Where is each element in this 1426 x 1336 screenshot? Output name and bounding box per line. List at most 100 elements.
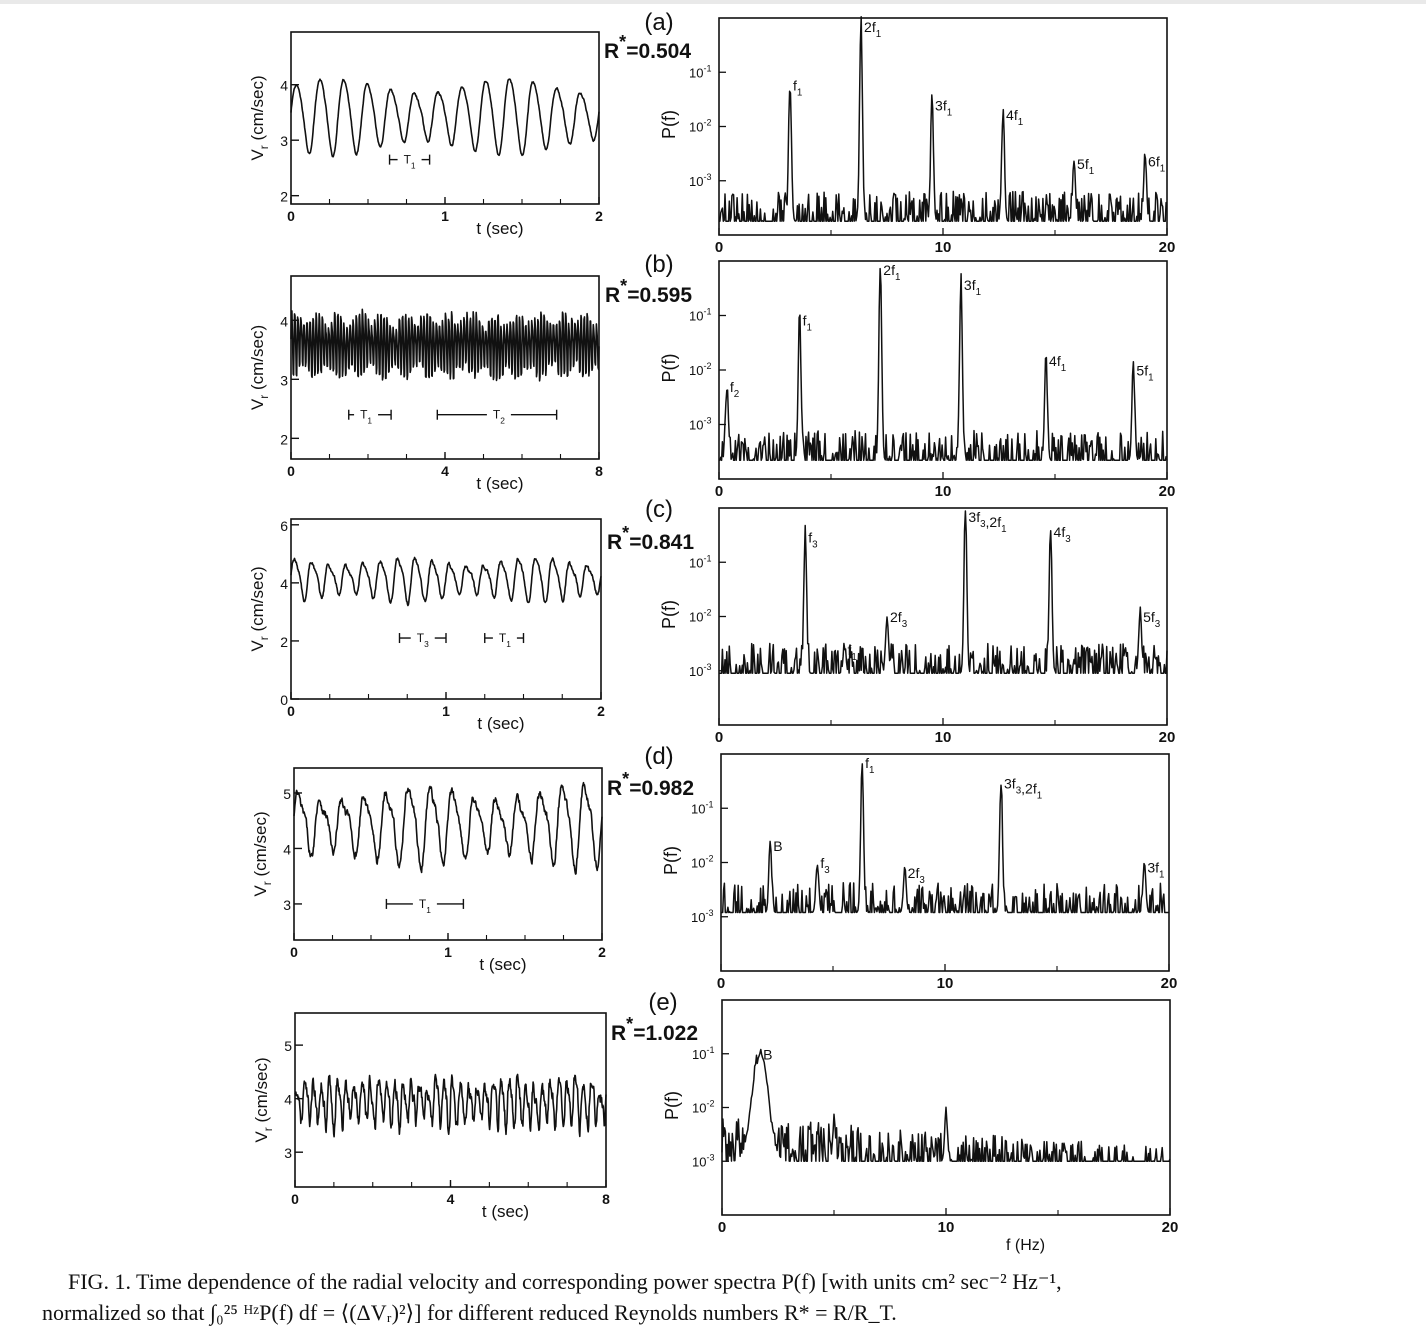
x-axis-label: t (sec) xyxy=(476,474,523,493)
plot-frame xyxy=(290,518,602,700)
caption-line-2: normalized so that ∫₀²⁵ ᴴᶻP(f) df = ⟨(ΔV… xyxy=(42,1300,897,1325)
y-axis-label: Vr (cm/sec) xyxy=(248,325,271,410)
peak-label-2f1: 2f1 xyxy=(864,19,881,40)
peak-label-3f32f1: 3f3,2f1 xyxy=(968,509,1006,535)
reynolds-label-0: R*=0.504 xyxy=(604,32,691,63)
x-tick-label: 8 xyxy=(602,1191,610,1207)
y-axis-label: P(f) xyxy=(662,1091,682,1120)
y-tick-label: 10-3 xyxy=(689,416,711,433)
reynolds-label-3: R*=0.982 xyxy=(607,769,694,800)
x-tick-label: 10 xyxy=(935,483,952,500)
x-tick-label: 10 xyxy=(935,239,952,256)
velocity-trace xyxy=(290,78,600,158)
spectrum-plot-3: 10-1 10-2 10-3 0 10 20 P(f) Bf3 f1 2f3 3f3,2f1 3f1 xyxy=(661,753,1177,992)
spectrum-plot-4: 10-1 10-2 10-3 0 10 20 P(f) f (Hz) B xyxy=(662,999,1178,1254)
power-spectrum-trace xyxy=(719,267,1168,462)
peak-label-3f32f1: 3f3,2f1 xyxy=(1004,776,1042,802)
y-axis-label: P(f) xyxy=(661,846,681,875)
time-series-plot-2: 0 2 4 6 0 1 2 t (sec) Vr (cm/sec) T3 T1 xyxy=(248,518,605,733)
peak-label-f1: f1 xyxy=(803,313,812,334)
reynolds-label-2: R*=0.841 xyxy=(607,523,694,554)
peak-label-4f1: 4f1 xyxy=(1049,353,1066,374)
y-tick-label: 10-3 xyxy=(691,908,713,925)
power-spectrum-trace xyxy=(721,763,1169,914)
x-tick-label: 20 xyxy=(1159,729,1176,746)
power-spectrum-trace xyxy=(721,1048,1171,1163)
peak-label-f1: f1 xyxy=(865,755,874,776)
x-tick-label: 0 xyxy=(715,729,723,746)
x-tick-label: 10 xyxy=(938,1219,955,1236)
panel-letter-0: (a) xyxy=(644,9,673,36)
period-label: T2 xyxy=(493,408,505,426)
y-tick-label: 10-3 xyxy=(692,1152,714,1169)
x-tick-label: 0 xyxy=(287,208,295,224)
y-axis-label: Vr (cm/sec) xyxy=(248,75,271,160)
velocity-trace xyxy=(294,1073,607,1138)
period-label: T1 xyxy=(360,408,372,426)
y-tick-label: 3 xyxy=(284,1145,292,1161)
x-tick-label: 8 xyxy=(595,463,603,479)
y-tick-label: 0 xyxy=(280,692,288,708)
y-axis-label: P(f) xyxy=(659,110,679,139)
y-tick-label: 10-3 xyxy=(689,662,711,679)
y-axis-label: Vr (cm/sec) xyxy=(251,811,274,896)
x-tick-label: 0 xyxy=(287,463,295,479)
y-tick-label: 2 xyxy=(280,431,288,447)
peak-label-f1: f1 xyxy=(847,642,856,663)
panel-letter-4: (e) xyxy=(648,989,677,1016)
period-label: T3 xyxy=(417,631,429,649)
y-tick-label: 3 xyxy=(280,133,288,149)
plot-frame xyxy=(718,507,1168,726)
spectrum-plot-2: 10-1 10-2 10-3 0 10 20 P(f) f3 f1 2f3 3f3,2f1 4f3 5f… xyxy=(659,507,1176,746)
panel-letter-2: (c) xyxy=(645,496,673,523)
x-tick-label: 2 xyxy=(597,703,605,719)
x-tick-label: 1 xyxy=(442,703,450,719)
spectrum-plot-0: 10-1 10-2 10-3 0 10 20 P(f) f1 2f1 3f1 4f1 5f1 6f1 xyxy=(659,16,1176,256)
x-axis-label: t (sec) xyxy=(479,955,526,974)
time-series-plot-4: 3 4 5 0 4 8 t (sec) Vr (cm/sec) xyxy=(252,1012,610,1221)
top-border xyxy=(0,0,1426,4)
y-tick-label: 10-1 xyxy=(689,63,711,80)
peak-label-5f1: 5f1 xyxy=(1136,363,1153,384)
y-axis-label: Vr (cm/sec) xyxy=(248,566,271,651)
peak-label-3f1: 3f1 xyxy=(935,98,952,119)
peak-label-f3: f3 xyxy=(808,530,818,551)
y-tick-label: 10-2 xyxy=(689,608,711,625)
x-tick-label: 0 xyxy=(287,703,295,719)
peak-label-f1: f1 xyxy=(793,78,802,99)
x-tick-label: 0 xyxy=(290,944,298,960)
y-tick-label: 2 xyxy=(280,634,288,650)
x-tick-label: 1 xyxy=(444,944,452,960)
period-label: T1 xyxy=(419,897,431,915)
velocity-trace xyxy=(290,308,600,382)
y-tick-label: 4 xyxy=(280,313,288,329)
time-series-plot-1: 2 3 4 0 4 8 t (sec) Vr (cm/sec) T1 T2 xyxy=(248,275,603,493)
x-tick-label: 10 xyxy=(937,975,954,992)
figure-caption: FIG. 1. Time dependence of the radial ve… xyxy=(42,1266,1422,1328)
x-tick-label: 20 xyxy=(1159,239,1176,256)
time-series-plot-0: 2 3 4 0 1 2 t (sec) Vr (cm/sec) T1 xyxy=(248,31,603,238)
period-marker-t2: T2 xyxy=(436,408,558,426)
x-axis-label: f (Hz) xyxy=(1006,1237,1045,1254)
y-tick-label: 3 xyxy=(283,897,291,913)
panel-letter-1: (b) xyxy=(644,251,673,278)
y-tick-label: 3 xyxy=(280,372,288,388)
x-axis-label: t (sec) xyxy=(482,1202,529,1221)
x-tick-label: 0 xyxy=(715,483,723,500)
y-axis-label: Vr (cm/sec) xyxy=(252,1057,275,1142)
peak-label-4f1: 4f1 xyxy=(1006,107,1023,128)
period-marker-t1: T1 xyxy=(388,153,431,171)
y-tick-label: 4 xyxy=(283,841,291,857)
x-tick-label: 0 xyxy=(718,1219,726,1236)
y-tick-label: 10-1 xyxy=(692,1045,714,1062)
x-tick-label: 1 xyxy=(441,208,449,224)
panel-letter-3: (d) xyxy=(644,743,673,770)
period-marker-t1: T1 xyxy=(348,408,392,426)
reynolds-label-1: R*=0.595 xyxy=(605,276,692,307)
y-tick-label: 10-1 xyxy=(689,553,711,570)
y-tick-label: 10-1 xyxy=(689,307,711,324)
velocity-trace xyxy=(293,781,603,875)
period-marker-t3: T3 xyxy=(398,631,447,649)
time-series-plot-3: 3 4 5 0 1 2 t (sec) Vr (cm/sec) T1 xyxy=(251,767,606,974)
